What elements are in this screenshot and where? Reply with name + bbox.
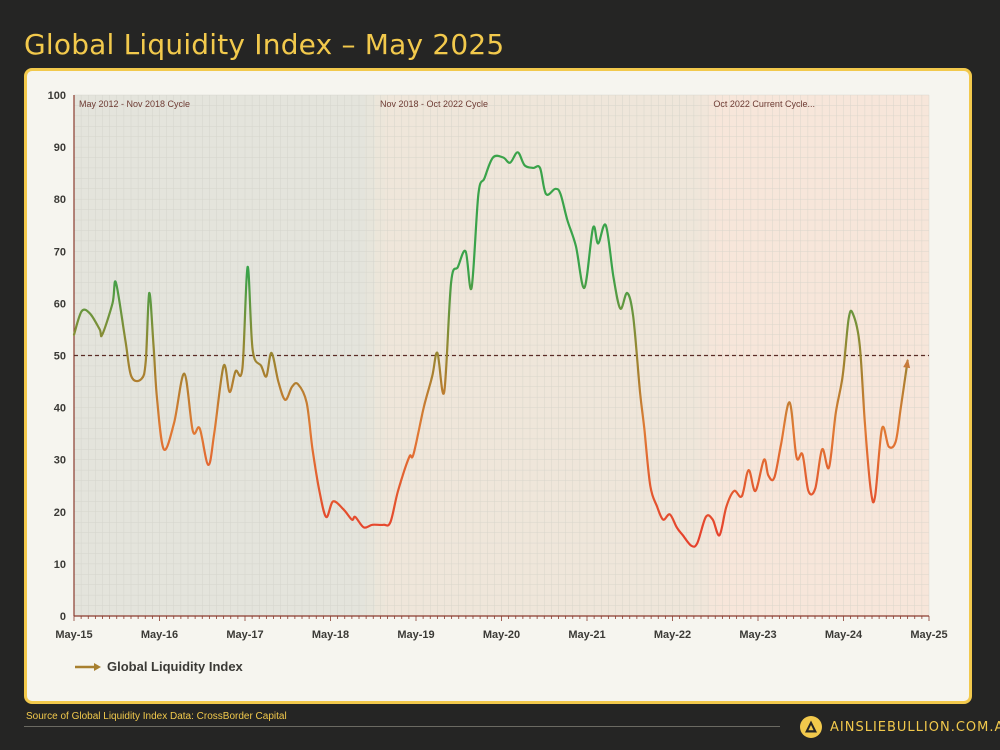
x-tick-label: May-15 <box>55 629 92 641</box>
y-tick-label: 30 <box>54 455 66 467</box>
cycle-label-2: Nov 2018 - Oct 2022 Cycle <box>380 99 488 109</box>
x-tick-label: May-17 <box>226 629 263 641</box>
y-tick-label: 40 <box>54 403 66 415</box>
y-tick-label: 0 <box>60 611 66 623</box>
x-tick-label: May-25 <box>910 629 947 641</box>
cycle-label-1: May 2012 - Nov 2018 Cycle <box>79 99 190 109</box>
y-tick-label: 60 <box>54 298 66 310</box>
footer-divider <box>24 726 780 727</box>
x-tick-label: May-20 <box>483 629 520 641</box>
brand[interactable]: AINSLIEBULLION.COM.AU <box>800 716 1000 738</box>
y-tick-label: 70 <box>54 246 66 258</box>
x-tick-label: May-16 <box>141 629 178 641</box>
x-tick-label: May-23 <box>739 629 776 641</box>
triangle-a-logo-icon <box>800 716 822 738</box>
legend-arrow-icon <box>75 662 101 671</box>
brand-name: AINSLIEBULLION.COM.AU <box>830 719 1000 735</box>
legend: Global Liquidity Index <box>75 659 243 674</box>
x-tick-label: May-18 <box>312 629 349 641</box>
y-tick-label: 50 <box>54 351 66 363</box>
y-tick-label: 80 <box>54 194 66 206</box>
chart-card: 0 10 20 30 40 50 60 70 80 90 100 May-15 May-16 May-17… <box>24 68 972 704</box>
line-chart: 0 10 20 30 40 50 60 70 80 90 100 May-15 May-16 May-17… <box>48 90 948 641</box>
legend-label: Global Liquidity Index <box>107 659 243 674</box>
series-line-global-liquidity-index <box>72 151 909 548</box>
page-title: Global Liquidity Index – May 2025 <box>24 28 505 61</box>
y-tick-label: 10 <box>54 559 66 571</box>
x-tick-label: May-21 <box>568 629 605 641</box>
x-tick-label: May-19 <box>397 629 434 641</box>
y-tick-label: 20 <box>54 507 66 519</box>
series-end-arrow <box>903 358 911 369</box>
x-tick-label: May-24 <box>825 629 863 641</box>
cycle-label-3: Oct 2022 Current Cycle... <box>713 99 815 109</box>
x-tick-label: May-22 <box>654 629 691 641</box>
y-tick-label: 90 <box>54 142 66 154</box>
y-tick-label: 100 <box>48 90 66 102</box>
source-note: Source of Global Liquidity Index Data: C… <box>26 711 287 722</box>
